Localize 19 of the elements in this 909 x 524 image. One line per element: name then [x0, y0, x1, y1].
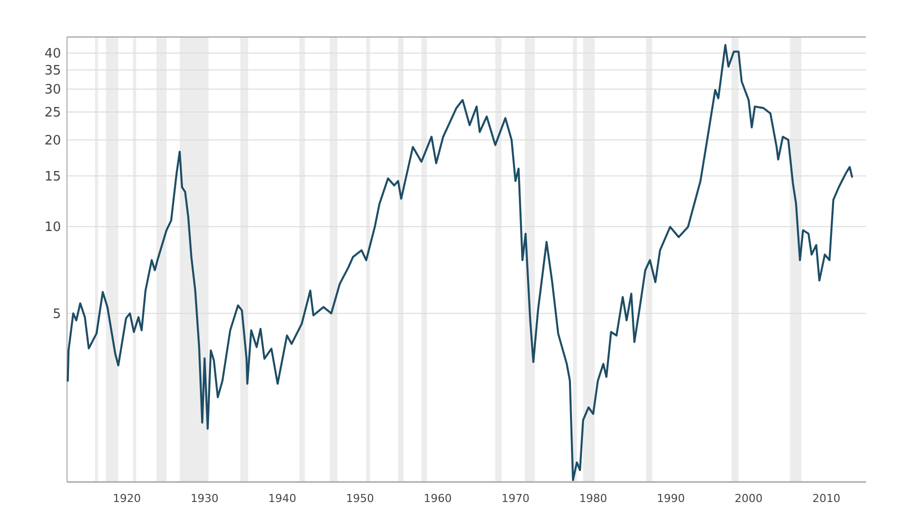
y-tick-label: 30: [44, 82, 61, 98]
line-series: [66, 44, 854, 482]
y-tick-label: 5: [52, 306, 61, 322]
x-tick-label: 1920: [112, 492, 141, 505]
x-tick-label: 1970: [501, 492, 530, 505]
y-tick-label: 10: [44, 220, 61, 236]
x-tick-label: 2010: [812, 492, 840, 505]
x-tick-label: 1950: [346, 492, 374, 505]
x-tick-label: 1940: [268, 492, 296, 505]
x-tick-label: 2000: [734, 492, 763, 505]
y-tick-label: 20: [44, 133, 61, 148]
x-tick-label: 1990: [656, 492, 685, 505]
y-tick-label: 35: [44, 63, 61, 78]
y-tick-label: 40: [44, 46, 61, 62]
y-tick-label: 15: [44, 169, 61, 184]
x-tick-label: 1960: [424, 492, 452, 505]
x-tick-label: 1930: [190, 492, 219, 505]
y-tick-label: 25: [44, 106, 61, 121]
x-tick-label: 1980: [579, 492, 608, 505]
